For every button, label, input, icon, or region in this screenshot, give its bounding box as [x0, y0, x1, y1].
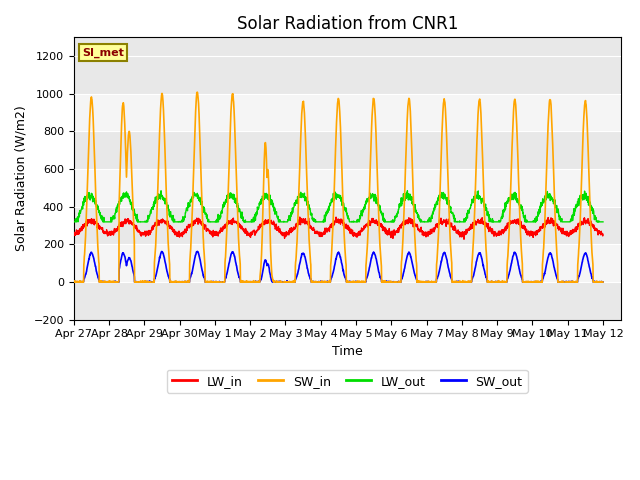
Title: Solar Radiation from CNR1: Solar Radiation from CNR1	[237, 15, 458, 33]
X-axis label: Time: Time	[332, 345, 363, 358]
Bar	[74, 56, 621, 94]
Text: SI_met: SI_met	[82, 48, 124, 58]
Bar	[74, 169, 621, 207]
Bar	[74, 207, 621, 244]
Legend: LW_in, SW_in, LW_out, SW_out: LW_in, SW_in, LW_out, SW_out	[167, 370, 527, 393]
Bar	[74, 94, 621, 132]
Bar	[74, 282, 621, 320]
Bar	[74, 132, 621, 169]
Y-axis label: Solar Radiation (W/m2): Solar Radiation (W/m2)	[15, 106, 28, 252]
Bar	[74, 244, 621, 282]
